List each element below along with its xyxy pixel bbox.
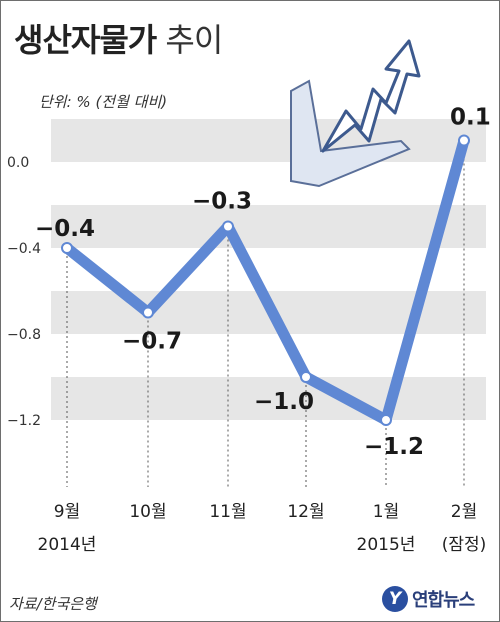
brand-logo: Y 연합뉴스 bbox=[382, 586, 475, 612]
title-sub: 추이 bbox=[165, 21, 223, 59]
data-label: 0.1 bbox=[450, 105, 491, 131]
grid-bands bbox=[51, 119, 486, 420]
data-point bbox=[61, 242, 73, 254]
x-tick-label: 12월 bbox=[287, 502, 324, 522]
data-point bbox=[142, 306, 154, 319]
data-point bbox=[222, 220, 234, 233]
data-label: −1.2 bbox=[364, 434, 424, 460]
x-tick-sublabel: 2014년 bbox=[38, 535, 97, 555]
y-tick-label: 0.0 bbox=[7, 155, 29, 171]
arrow-base-icon bbox=[290, 79, 411, 188]
brand-name: 연합뉴스 bbox=[412, 590, 475, 611]
data-point bbox=[380, 414, 392, 426]
grid-band bbox=[51, 205, 486, 248]
title-main: 생산자물가 bbox=[14, 21, 157, 59]
y-tick-label: −0.4 bbox=[7, 241, 41, 257]
x-tick-sublabel: 2015년 bbox=[357, 535, 416, 555]
data-label: −0.3 bbox=[192, 189, 252, 215]
x-tick-label: 11월 bbox=[209, 502, 246, 522]
brand-emblem-icon: Y bbox=[382, 586, 408, 612]
chart-title: 생산자물가 추이 bbox=[14, 15, 223, 61]
grid-band bbox=[51, 377, 486, 420]
y-tick-label: −0.8 bbox=[7, 327, 41, 343]
series-line bbox=[61, 135, 470, 426]
x-tick-label: 2월 bbox=[451, 502, 477, 522]
x-tick-label: 1월 bbox=[373, 502, 399, 522]
source-label: 자료/한국은행 bbox=[9, 595, 97, 613]
data-point bbox=[300, 371, 312, 383]
data-label: −1.0 bbox=[254, 389, 314, 415]
grid-band bbox=[51, 119, 486, 162]
rising-arrow-icon bbox=[290, 39, 421, 188]
unit-label: 단위: % (전월 대비) bbox=[39, 93, 168, 111]
y-tick-label: −1.2 bbox=[7, 413, 41, 429]
data-point bbox=[458, 134, 470, 147]
data-label: −0.4 bbox=[35, 216, 95, 242]
x-tick-label: 9월 bbox=[54, 502, 80, 522]
arrow-zigzag-icon bbox=[321, 39, 421, 153]
x-tick-label: 10월 bbox=[129, 502, 166, 522]
x-tick-sublabel: (잠정) bbox=[442, 535, 487, 555]
data-label: −0.7 bbox=[122, 329, 182, 355]
